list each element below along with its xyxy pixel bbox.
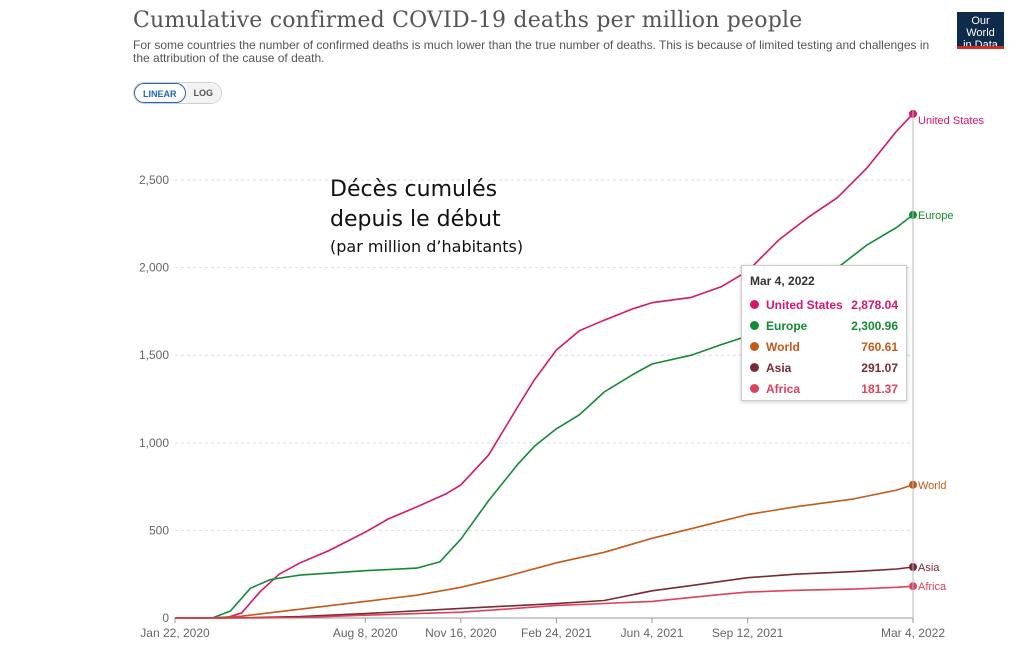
x-tick-label: Jan 22, 2020 <box>140 626 210 640</box>
tooltip-date: Mar 4, 2022 <box>750 274 815 288</box>
tooltip-row: World 760.61 <box>750 336 898 357</box>
tooltip-series-name: Europe <box>766 318 808 333</box>
chart-title: Cumulative confirmed COVID-19 deaths per… <box>133 8 803 33</box>
tooltip-series-value: 2,878.04 <box>851 297 898 312</box>
tooltip-series-name: United States <box>766 297 843 312</box>
tooltip-series-value: 291.07 <box>861 360 898 375</box>
x-tick-label: Aug 8, 2020 <box>333 626 398 640</box>
series-end-labels: United States Europe World Asia Africa <box>909 109 985 593</box>
y-axis-ticks: 0 500 1,000 1,500 2,000 2,500 <box>139 173 169 625</box>
legend-dot-icon <box>750 321 759 330</box>
y-tick-label: 500 <box>149 523 169 537</box>
tooltip-row: Africa 181.37 <box>750 378 898 399</box>
annotation-line-1: Décès cumulés <box>330 177 498 202</box>
series-end-label-africa: Africa <box>918 581 947 593</box>
series-end-label-united-states: United States <box>918 115 985 127</box>
series-line-asia <box>174 566 914 619</box>
legend-dot-icon <box>750 363 759 372</box>
tooltip-series-name: Asia <box>766 360 792 375</box>
tooltip-series-value: 760.61 <box>861 339 898 354</box>
annotation-line-3: (par million d’habitants) <box>330 237 524 256</box>
y-tick-label: 1,000 <box>139 436 169 450</box>
logo-line-1: Our World <box>966 15 995 39</box>
legend-dot-icon <box>750 342 759 351</box>
log-scale-button[interactable]: LOG <box>185 83 221 103</box>
x-tick-label: Mar 4, 2022 <box>881 626 945 640</box>
tooltip-series-value: 181.37 <box>861 381 898 396</box>
legend-dot-icon <box>750 384 759 393</box>
legend-dot-icon <box>750 300 759 309</box>
tooltip-series-name: Africa <box>766 381 801 396</box>
series-end-label-world: World <box>918 480 947 492</box>
series-line-africa <box>175 585 914 619</box>
annotation-line-2: depuis le début <box>330 207 501 232</box>
scale-toggle[interactable]: LINEAR LOG <box>133 82 222 104</box>
y-tick-label: 2,500 <box>139 173 169 187</box>
chart-subtitle: For some countries the number of confirm… <box>133 38 930 65</box>
tooltip-series-value: 2,300.96 <box>851 318 898 333</box>
series-end-label-asia: Asia <box>918 562 940 574</box>
tooltip-row: United States 2,878.04 <box>750 294 898 315</box>
series-line-united-states <box>175 113 914 619</box>
x-tick-label: Sep 12, 2021 <box>712 626 784 640</box>
tooltip-row: Europe 2,300.96 <box>750 315 898 336</box>
tooltip-row: Asia 291.07 <box>750 357 898 378</box>
y-tick-label: 2,000 <box>139 261 169 275</box>
x-axis-ticks: Jan 22, 2020 Aug 8, 2020 Nov 16, 2020 Feb 2… <box>140 618 945 640</box>
x-tick-label: Jun 4, 2021 <box>621 626 684 640</box>
tooltip-series-name: World <box>766 339 800 354</box>
hover-tooltip: Mar 4, 2022 United States 2,878.04 Europe 2… <box>741 265 907 401</box>
series-line-world <box>174 484 914 619</box>
series-end-label-europe: Europe <box>918 210 953 222</box>
logo-accent-bar <box>957 46 1004 49</box>
y-tick-label: 1,500 <box>139 348 169 362</box>
annotation: Décès cumulés depuis le début (par milli… <box>330 175 523 259</box>
x-tick-label: Nov 16, 2020 <box>425 626 497 640</box>
x-tick-label: Feb 24, 2021 <box>521 626 592 640</box>
y-tick-label: 0 <box>162 611 169 625</box>
linear-scale-button[interactable]: LINEAR <box>134 83 186 103</box>
